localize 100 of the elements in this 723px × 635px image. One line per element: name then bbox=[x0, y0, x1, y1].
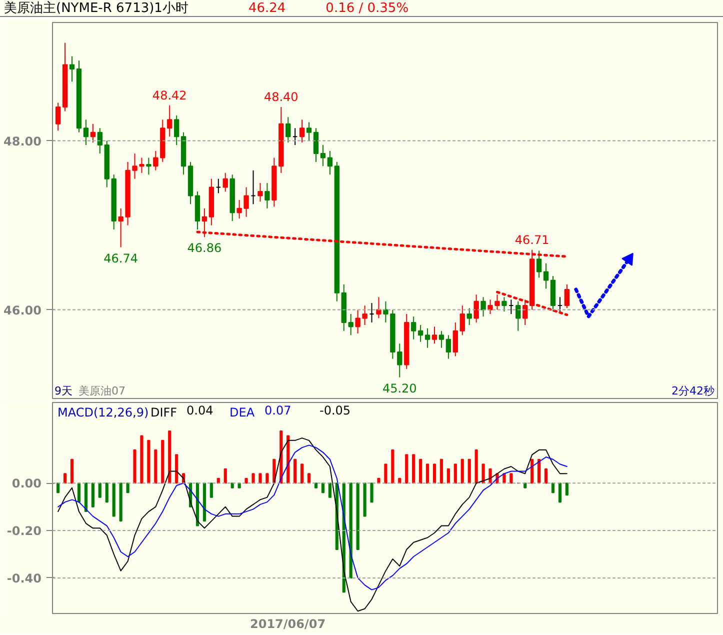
bar bbox=[77, 482, 81, 503]
annotation: 0.04 bbox=[186, 404, 214, 418]
annotation: 46.71 bbox=[514, 232, 550, 247]
bar bbox=[370, 482, 374, 503]
bar bbox=[426, 464, 430, 484]
candlestick bbox=[69, 56, 75, 82]
candlestick bbox=[83, 119, 89, 146]
bar bbox=[551, 482, 555, 494]
bar bbox=[252, 473, 255, 484]
text: DEA bbox=[230, 406, 256, 420]
bar bbox=[105, 482, 108, 503]
candlestick bbox=[167, 104, 172, 138]
candlestick bbox=[306, 122, 312, 142]
bar bbox=[294, 458, 297, 484]
candlestick bbox=[139, 157, 144, 174]
bar bbox=[446, 468, 450, 484]
candlestick bbox=[466, 308, 472, 326]
bar bbox=[140, 435, 144, 484]
bar bbox=[328, 482, 332, 498]
candlestick bbox=[376, 296, 382, 319]
bar bbox=[391, 449, 394, 484]
candlestick bbox=[536, 250, 542, 278]
bar bbox=[321, 482, 325, 494]
bar bbox=[70, 458, 74, 484]
bar bbox=[244, 478, 248, 484]
annotation: -0.05 bbox=[320, 404, 351, 418]
bar bbox=[230, 482, 234, 488]
bar bbox=[202, 482, 206, 522]
candlestick bbox=[90, 123, 96, 143]
annotation: 45.20 bbox=[382, 381, 417, 396]
bar bbox=[440, 458, 444, 484]
chart-title: MACD(12,26,9) bbox=[58, 406, 149, 420]
bar bbox=[468, 458, 471, 484]
annotation: 美原油07 bbox=[78, 384, 126, 398]
bar bbox=[474, 449, 478, 484]
bar bbox=[126, 482, 130, 494]
line-series bbox=[58, 444, 568, 590]
bar bbox=[133, 449, 136, 484]
candlestick bbox=[432, 326, 438, 344]
bar bbox=[454, 464, 457, 484]
bar bbox=[356, 482, 360, 550]
candlestick bbox=[460, 305, 465, 336]
annotation: 0.07 bbox=[264, 404, 292, 418]
bar bbox=[300, 464, 304, 484]
bar bbox=[161, 440, 164, 484]
candlestick bbox=[258, 182, 263, 202]
candlestick bbox=[516, 300, 521, 332]
candlestick bbox=[564, 284, 570, 309]
y-tick-label: -0.20 bbox=[6, 524, 42, 538]
bar bbox=[363, 482, 366, 517]
y-tick-label: 46.00 bbox=[4, 303, 42, 318]
chart-title: 美原油主(NYME-R 6713)1小时 bbox=[4, 1, 188, 16]
candlestick bbox=[348, 314, 354, 336]
bar bbox=[119, 482, 122, 522]
candlestick bbox=[146, 157, 152, 176]
bar bbox=[98, 482, 102, 498]
y-tick-label: 0.00 bbox=[12, 476, 42, 491]
bar bbox=[168, 430, 172, 484]
bar bbox=[432, 464, 436, 484]
bar bbox=[349, 482, 352, 578]
candlestick bbox=[97, 128, 102, 154]
candlestick bbox=[320, 144, 326, 167]
candlestick bbox=[313, 128, 319, 162]
bar bbox=[147, 440, 150, 484]
text: 46.24 bbox=[248, 1, 286, 16]
candlestick bbox=[397, 343, 402, 378]
line-series bbox=[58, 438, 568, 612]
bar bbox=[224, 468, 227, 484]
annotation: 48.42 bbox=[152, 88, 187, 102]
bar bbox=[488, 468, 492, 484]
candlestick bbox=[424, 328, 430, 348]
bar bbox=[112, 482, 116, 517]
annotation: 46.74 bbox=[104, 251, 138, 266]
bar bbox=[460, 458, 464, 484]
bar bbox=[266, 473, 269, 484]
text: 2017/06/07 bbox=[0, 615, 723, 633]
bar bbox=[412, 454, 416, 484]
candlestick bbox=[286, 116, 291, 143]
candlestick bbox=[543, 262, 549, 290]
bar bbox=[510, 473, 513, 484]
bar bbox=[64, 473, 67, 484]
candlestick bbox=[174, 114, 180, 146]
bar bbox=[544, 468, 548, 484]
candlestick bbox=[502, 296, 507, 312]
bar bbox=[238, 482, 241, 488]
bar bbox=[558, 482, 562, 503]
bar bbox=[405, 454, 408, 484]
candlestick bbox=[222, 172, 228, 192]
bar bbox=[56, 482, 60, 494]
bar bbox=[524, 482, 527, 488]
candlestick bbox=[474, 294, 479, 323]
annotation: 48.40 bbox=[264, 90, 298, 104]
bar bbox=[84, 482, 88, 512]
text: 2分42秒 bbox=[672, 384, 715, 398]
candlestick bbox=[438, 330, 444, 348]
bar bbox=[530, 458, 534, 484]
candlestick bbox=[446, 334, 452, 360]
bar bbox=[565, 482, 568, 496]
bar bbox=[384, 464, 388, 484]
candlestick bbox=[480, 296, 486, 318]
